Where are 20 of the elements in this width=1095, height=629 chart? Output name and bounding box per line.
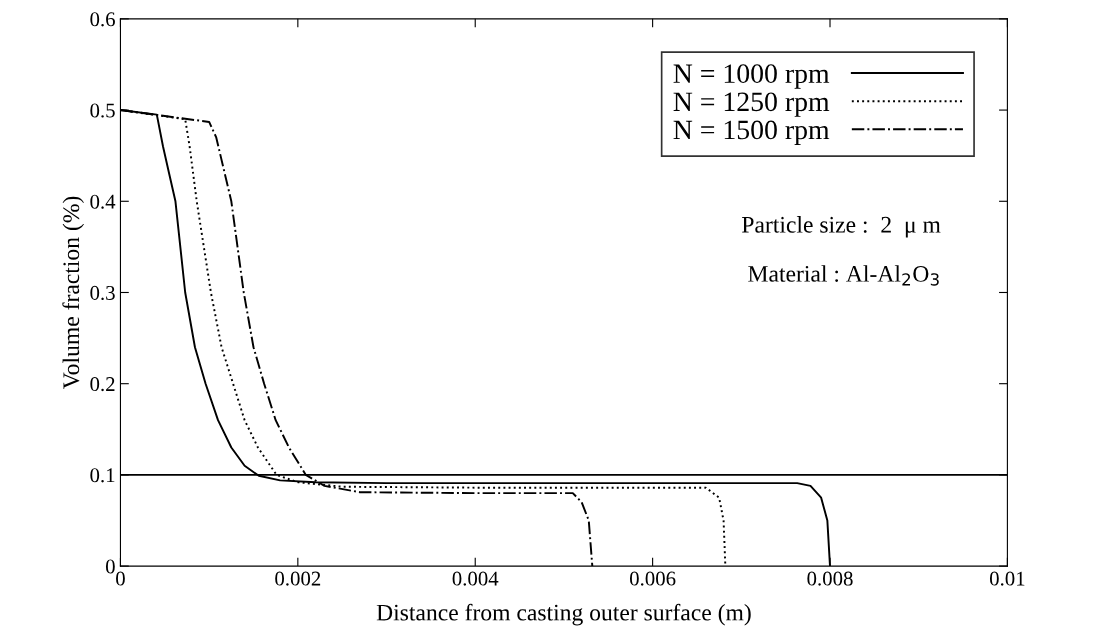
x-tick-label: 0.01 (989, 571, 1025, 586)
x-tick-label: 0.006 (629, 571, 676, 586)
y-tick-label: 0.2 (90, 377, 115, 392)
y-tick-label: 0.5 (90, 103, 115, 118)
y-tick-label: 0.6 (90, 12, 115, 27)
x-tick-label: 0 (116, 571, 125, 586)
y-tick-label: 0 (105, 559, 115, 574)
legend-label: N = 1250 rpm (673, 92, 830, 117)
y-tick-label: 0.4 (90, 194, 116, 209)
x-tick-label: 0.004 (452, 571, 499, 586)
legend-label: N = 1000 rpm (673, 64, 830, 89)
y-tick-label: 0.3 (90, 285, 115, 301)
x-tick-label: 0.002 (275, 571, 321, 586)
y-axis-title: Volume fraction (%) (62, 196, 84, 390)
y-tick-label: 0.1 (90, 468, 115, 483)
annotation: Material : Al-Al$_{2}$O$_{3}$ (748, 265, 939, 286)
annotation: Particle size : 2 μ m (742, 216, 941, 238)
x-tick-label: 0.008 (807, 571, 853, 586)
legend-label: N = 1500 rpm (673, 120, 830, 145)
x-axis-title: Distance from casting outer surface (m) (376, 603, 751, 626)
